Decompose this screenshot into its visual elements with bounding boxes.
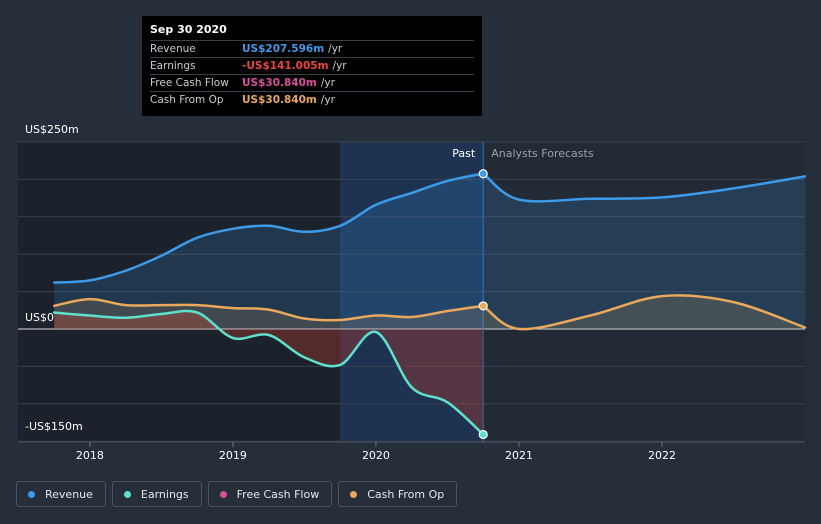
tooltip-row-free-cash-flow: Free Cash Flow US$30.840m /yr [150,74,474,91]
legend-label: Revenue [45,487,93,501]
cash-from-op-forecast-line [481,294,807,331]
tooltip-date: Sep 30 2020 [150,23,227,36]
gridlines [18,141,805,443]
series-areas [54,172,805,435]
cash-from-op-marker [478,301,488,311]
x-tick-label: 2018 [76,449,104,462]
tooltip-value: -US$141.005m [242,60,329,72]
tooltip-value: US$207.596m [242,43,325,55]
series-lines [52,172,807,436]
tooltip-unit: /yr [320,94,335,106]
tooltip: Sep 30 2020 Revenue US$207.596m /yr Earn… [142,16,482,116]
revenue-dot-icon [28,490,35,498]
revenue-forecast-line [481,172,807,203]
cash-from-op-dot-icon [350,490,358,498]
y-tick-label: US$0 [25,311,54,324]
tooltip-unit: /yr [320,77,335,89]
tooltip-label: Free Cash Flow [150,77,229,89]
tooltip-row-revenue: Revenue US$207.596m /yr [150,40,474,57]
x-tick-label: 2021 [505,449,533,462]
earnings-marker [478,429,488,440]
revenue-marker [478,169,488,179]
legend: Revenue Earnings Free Cash Flow Cash Fro… [16,481,458,507]
tooltip-label: Revenue [150,43,196,55]
cash-from-op-area [54,295,805,330]
tooltip-label: Cash From Op [150,94,224,106]
legend-item-cash-from-op[interactable]: Cash From Op [338,481,458,507]
earnings-line [52,309,485,436]
x-tick-label: 2019 [219,449,247,462]
tooltip-unit: /yr [328,43,343,55]
y-axis-labels: US$250m US$0 -US$150m [25,123,83,433]
legend-label: Free Cash Flow [236,487,320,501]
past-label: Past [452,147,476,160]
tooltip-label: Earnings [150,60,196,72]
tooltip-value: US$30.840m [242,77,317,89]
legend-item-revenue[interactable]: Revenue [16,481,106,507]
tooltip-row-earnings: Earnings -US$141.005m /yr [150,57,474,74]
tooltip-row-cash-from-op: Cash From Op US$30.840m /yr [150,91,474,108]
y-tick-label: US$250m [25,123,79,136]
revenue-area [54,172,805,329]
earnings-area [54,310,484,435]
forecast-label: Analysts Forecasts [491,147,594,160]
earnings-dot-icon [123,490,131,498]
legend-item-free-cash-flow[interactable]: Free Cash Flow [207,481,333,507]
series-markers [478,169,488,440]
y-tick-label: -US$150m [25,420,83,433]
cash-from-op-line [52,297,485,322]
tooltip-unit: /yr [332,60,347,72]
revenue-line [52,172,485,284]
legend-label: Earnings [140,487,189,501]
free-cash-flow-dot-icon [219,490,227,498]
x-axis-labels: 2018 2019 2020 2021 2022 [76,442,676,462]
tooltip-value: US$30.840m [242,94,317,106]
legend-label: Cash From Op [367,487,445,501]
legend-item-earnings[interactable]: Earnings [111,481,202,507]
x-tick-label: 2020 [362,449,390,462]
x-tick-label: 2022 [648,449,676,462]
